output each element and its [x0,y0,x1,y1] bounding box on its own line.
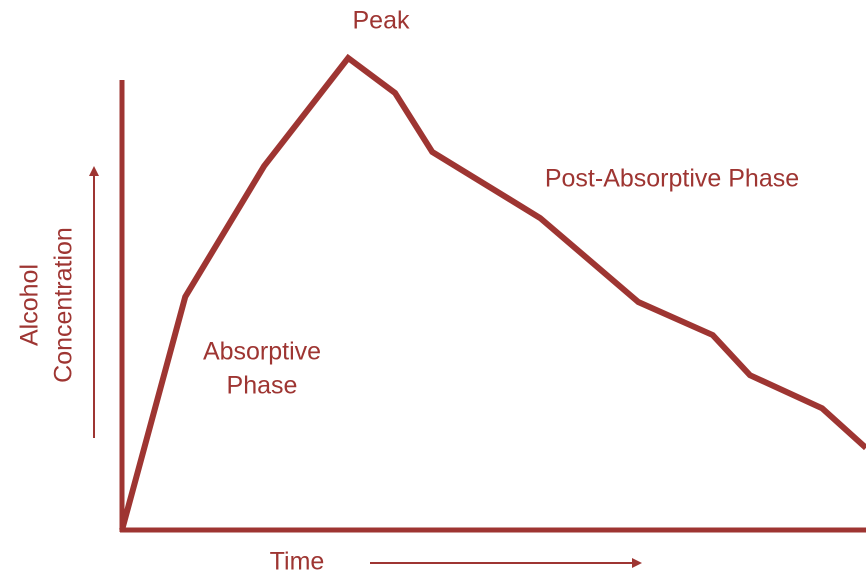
y-axis-label: Alcohol Concentration [16,227,78,383]
y-axis-label-line: Concentration [50,227,78,383]
data-line [119,53,866,531]
y-axis-label-line: Alcohol [16,264,44,346]
annotation: Absorptive [203,338,321,366]
annotation: Phase [227,372,298,400]
annotation: Peak [353,7,410,35]
annotation: Post-Absorptive Phase [545,165,799,193]
x-axis-label: Time [270,548,325,576]
